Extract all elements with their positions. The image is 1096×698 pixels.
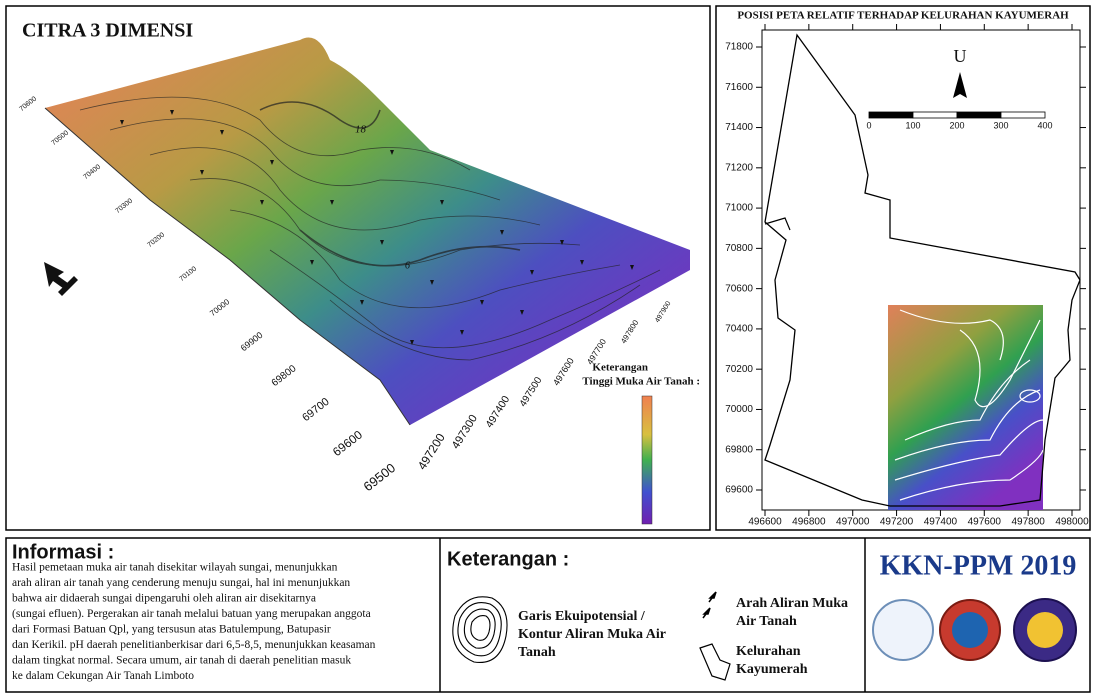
panel-title: POSISI PETA RELATIF TERHADAP KELURAHAN K…	[737, 10, 1069, 22]
axis-label-3d: 70300	[114, 197, 134, 215]
scale-label: 0	[866, 120, 871, 130]
brand-title: KKN-PPM 2019	[880, 550, 1077, 581]
poster: CITRA 3 DIMENSI 18 6 6950069600697006980…	[0, 0, 1096, 698]
scale-label: 200	[949, 120, 964, 130]
axis-label-3d: 70600	[18, 95, 38, 113]
legend-subtitle: Tinggi Muka Air Tanah :	[582, 376, 700, 388]
boundary-text: Kayumerah	[736, 662, 808, 677]
axis-label-3d: 497600	[551, 356, 576, 387]
flow-symbol	[703, 592, 716, 618]
north-arrow	[953, 72, 967, 98]
info-text: dalam tingkat normal. Secara umum, air t…	[12, 655, 351, 667]
info-text: ke dalam Cekungan Air Tanah Limboto	[12, 670, 194, 682]
info-text: (sungai efluen). Pergerakan air tanah me…	[12, 608, 371, 620]
boundary-text: Kelurahan	[736, 644, 801, 659]
axis-label-3d: 70500	[50, 129, 70, 147]
boundary-line	[765, 218, 790, 230]
y-tick-label: 71200	[725, 162, 753, 173]
axis-label-3d: 70200	[146, 231, 166, 249]
contour-symbol	[453, 597, 507, 663]
scale-segment	[913, 112, 957, 118]
y-tick-label: 70600	[725, 283, 753, 294]
boundary-symbol	[700, 644, 730, 680]
axis-label-3d: 69900	[239, 330, 265, 353]
y-tick-label: 71800	[725, 42, 753, 53]
info-text: Hasil pemetaan muka air tanah disekitar …	[12, 562, 338, 574]
x-tick-label: 498000	[1055, 517, 1089, 528]
flow-text: Arah Aliran Muka	[736, 596, 848, 611]
y-tick-label: 69800	[725, 444, 753, 455]
scale-label: 400	[1037, 120, 1052, 130]
contour-text: Garis Ekuipotensial /	[518, 609, 646, 624]
panel-title: CITRA 3 DIMENSI	[22, 20, 193, 42]
north-label: U	[954, 46, 967, 66]
axis-label-3d: 69800	[270, 363, 299, 389]
info-text: dan Kerikil. pH daerah penelitianberkisa…	[12, 639, 376, 651]
info-text: bahwa air didaerah sungai dipengaruhi ol…	[12, 593, 316, 605]
color-bar	[642, 396, 652, 524]
logo	[873, 600, 933, 660]
legend-heading: Keterangan :	[447, 548, 569, 570]
contour-text: Tanah	[518, 645, 556, 660]
y-tick-label: 71400	[725, 122, 753, 133]
scale-segment	[869, 112, 913, 118]
axis-label-3d: 69700	[300, 396, 331, 424]
info-heading: Informasi :	[12, 541, 114, 563]
y-tick-label: 71600	[725, 82, 753, 93]
inset-raster	[888, 305, 1043, 510]
x-tick-label: 497200	[880, 517, 914, 528]
axis-label-3d: 70400	[82, 163, 102, 181]
axis-label-3d: 70100	[178, 265, 198, 283]
contour-label: 6	[405, 260, 410, 271]
axis-label-3d: 70000	[208, 297, 232, 318]
y-tick-label: 70800	[725, 243, 753, 254]
contour-label: 18	[355, 124, 367, 136]
y-tick-label: 70200	[725, 364, 753, 375]
axis-label-3d: 69500	[360, 460, 398, 494]
x-tick-label: 496800	[792, 517, 826, 528]
legend-title: Keterangan	[592, 362, 648, 374]
north-arrow-3d	[44, 262, 78, 296]
axis-label-3d: 497500	[518, 375, 545, 409]
axis-label-3d: 497200	[415, 431, 448, 473]
scale-segment	[957, 112, 1001, 118]
x-tick-label: 497800	[1011, 517, 1045, 528]
axis-label-3d: 497900	[653, 300, 672, 324]
axis-label-3d: 69600	[330, 427, 365, 459]
scale-label: 300	[993, 120, 1008, 130]
x-tick-label: 497400	[924, 517, 958, 528]
contour-text: Kontur Aliran Muka Air	[518, 627, 666, 642]
x-tick-label: 496600	[748, 517, 782, 528]
logo	[1027, 612, 1063, 648]
y-tick-label: 70400	[725, 324, 753, 335]
x-tick-label: 497000	[836, 517, 870, 528]
axis-label-3d: 497300	[450, 413, 480, 451]
info-text: arah aliran air tanah yang cenderung men…	[12, 577, 350, 589]
axis-label-3d: 497400	[483, 394, 512, 430]
x-tick-label: 497600	[968, 517, 1002, 528]
info-text: dari Formasi Batuan Qpl, yang tersusun a…	[12, 624, 331, 636]
y-tick-label: 69600	[725, 485, 753, 496]
scale-label: 100	[905, 120, 920, 130]
y-tick-label: 71000	[725, 203, 753, 214]
scale-segment	[1001, 112, 1045, 118]
flow-text: Air Tanah	[736, 614, 797, 629]
axis-label-3d: 497800	[619, 318, 641, 345]
logo	[952, 612, 988, 648]
y-tick-label: 70000	[725, 404, 753, 415]
